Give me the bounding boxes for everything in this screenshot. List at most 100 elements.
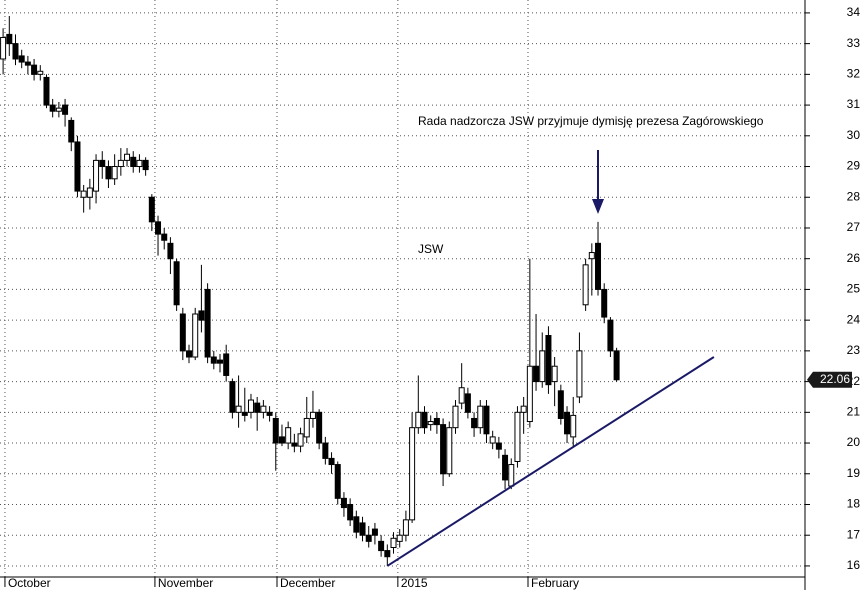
candle-body	[378, 540, 385, 552]
candle-body	[595, 242, 602, 290]
candle-body	[12, 43, 19, 60]
y-tick-label: 21	[847, 404, 861, 418]
candle-body	[322, 442, 329, 459]
candle-body	[427, 421, 434, 426]
y-tick-label: 27	[847, 220, 861, 234]
candle-body	[216, 359, 223, 364]
candle-body	[353, 516, 360, 533]
candle-body	[489, 436, 496, 444]
candle-body	[161, 233, 168, 241]
candle-body	[111, 166, 118, 180]
candle-body	[458, 387, 465, 404]
candle-body	[117, 159, 124, 168]
candle-body	[49, 104, 56, 112]
candle-body	[266, 411, 273, 416]
candle-body	[204, 288, 211, 358]
candle-body	[105, 166, 112, 180]
candle-body	[601, 288, 608, 318]
candle-body	[74, 141, 81, 192]
candle-body	[272, 417, 279, 444]
candle-body	[495, 442, 502, 450]
candle-body	[483, 405, 490, 435]
candle-body	[0, 36, 7, 60]
y-tick-label: 18	[847, 497, 861, 511]
y-tick-label: 26	[847, 251, 861, 265]
candle-body	[155, 221, 162, 235]
candle-body	[526, 365, 533, 423]
candle-body	[545, 335, 552, 386]
y-tick-label: 25	[847, 282, 861, 296]
candle-body	[576, 350, 583, 398]
last-price-label: 22.06	[820, 372, 850, 386]
candle-body	[309, 411, 316, 419]
candle-body	[93, 159, 100, 192]
y-tick-label: 19	[847, 466, 861, 480]
y-tick-label: 29	[847, 159, 861, 173]
y-tick-label: 20	[847, 435, 861, 449]
candle-body	[514, 411, 521, 462]
candle-body	[607, 319, 614, 352]
candle-body	[99, 159, 106, 168]
candle-body	[409, 427, 416, 521]
y-tick-label: 31	[847, 97, 861, 111]
candle-body	[316, 411, 323, 444]
candle-body	[62, 104, 69, 115]
candle-body	[433, 417, 440, 426]
candle-body	[167, 242, 174, 260]
candle-body	[142, 159, 149, 171]
candle-body	[18, 55, 25, 63]
candle-body	[124, 153, 131, 161]
candle-body	[452, 405, 459, 429]
candle-body	[130, 156, 137, 168]
candle-body	[340, 497, 347, 509]
candle-body	[402, 519, 409, 536]
candle-body	[254, 402, 261, 413]
candle-body	[229, 381, 236, 413]
y-tick-label: 17	[847, 527, 861, 541]
candle-body	[303, 417, 310, 438]
candle-body	[415, 411, 422, 429]
x-tick-label: October	[8, 576, 51, 590]
y-tick-label: 34	[847, 5, 861, 19]
candle-body	[533, 365, 540, 383]
candle-body	[570, 414, 577, 438]
annotation: Rada nadzorcza JSW przyjmuje dymisję pre…	[418, 114, 764, 128]
x-tick-label: 2015	[401, 576, 428, 590]
candle-body	[520, 405, 527, 413]
candle-body	[539, 350, 546, 383]
candle-body	[241, 411, 248, 416]
y-tick-label: 28	[847, 189, 861, 203]
candle-body	[179, 313, 186, 352]
candle-body	[186, 350, 193, 358]
candle-body	[68, 119, 75, 143]
candle-body	[24, 61, 31, 66]
y-tick-label: 24	[847, 312, 861, 326]
candle-body	[55, 107, 62, 112]
y-tick-label: 16	[847, 558, 861, 572]
x-tick-label: December	[280, 576, 335, 590]
candle-body	[508, 464, 515, 487]
x-tick-label: November	[158, 576, 213, 590]
candle-body	[371, 528, 378, 536]
last-price-box	[807, 371, 852, 388]
annotation-arrowhead	[592, 199, 604, 214]
candle-body	[173, 261, 180, 306]
candle-body	[278, 436, 285, 444]
candle-body	[564, 411, 571, 435]
candle-body	[365, 534, 372, 542]
candle-body	[347, 503, 354, 521]
candle-body	[502, 454, 509, 481]
candle-body	[192, 313, 199, 358]
candle-body	[260, 405, 267, 413]
candle-body	[291, 442, 298, 447]
candle-body	[551, 365, 558, 383]
candle-body	[464, 393, 471, 413]
candle-body	[136, 159, 143, 168]
candle-body	[210, 356, 217, 364]
candle-body	[421, 411, 428, 429]
candle-body	[471, 417, 478, 429]
y-tick-label: 33	[847, 36, 861, 50]
